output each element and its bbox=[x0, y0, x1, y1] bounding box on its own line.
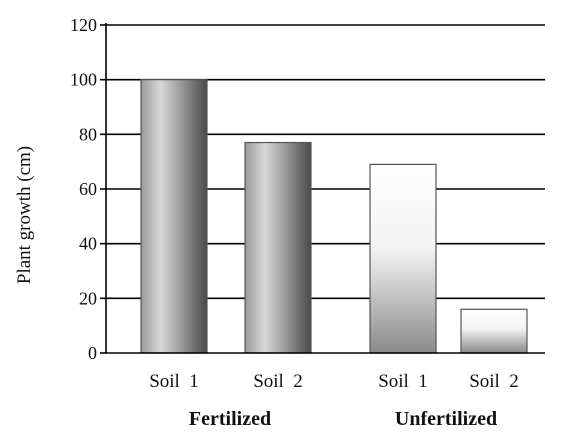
bar-unfertilized-soil-1 bbox=[369, 163, 437, 354]
x-category-label: Soil 2 bbox=[253, 371, 303, 392]
x-category-label: Soil 1 bbox=[149, 371, 199, 392]
bar-fertilized-soil-1 bbox=[140, 79, 208, 354]
group-label-fertilized: Fertilized bbox=[189, 408, 271, 430]
labels: Plant growth (cm) Fertilized Unfertilize… bbox=[14, 15, 519, 430]
y-tick-label-40: 40 bbox=[79, 234, 97, 254]
y-tick-label-60: 60 bbox=[79, 179, 97, 199]
x-category-label: Soil 2 bbox=[469, 371, 519, 392]
y-axis-label: Plant growth (cm) bbox=[14, 146, 35, 284]
bar-fertilized-soil-2 bbox=[244, 141, 312, 354]
y-tick-label-80: 80 bbox=[79, 124, 97, 144]
y-tick-label-0: 0 bbox=[88, 343, 97, 363]
axes bbox=[100, 23, 545, 354]
x-category-label: Soil 1 bbox=[378, 371, 428, 392]
group-label-unfertilized: Unfertilized bbox=[395, 408, 497, 430]
y-tick-label-20: 20 bbox=[79, 288, 97, 308]
y-tick-label-100: 100 bbox=[70, 70, 97, 90]
bars bbox=[140, 79, 528, 354]
bar-unfertilized-soil-2 bbox=[460, 308, 528, 354]
y-tick-label-120: 120 bbox=[70, 15, 97, 35]
